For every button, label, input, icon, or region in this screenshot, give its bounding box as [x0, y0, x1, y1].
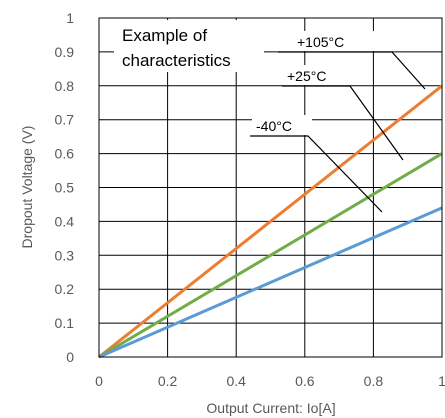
annotation-box	[114, 20, 264, 72]
plot-frame	[98, 17, 443, 358]
series-callouts: +105°C +25°C -40°C	[250, 31, 426, 213]
series-line-2	[98, 206, 443, 359]
y-tick-label: 0.1	[55, 315, 75, 331]
x-tick-label: 0.6	[295, 373, 315, 389]
x-tick-label: 0	[95, 373, 103, 389]
series-callout-leader	[250, 135, 383, 213]
y-tick-label: 0.9	[55, 44, 75, 60]
y-tick-label: 0.2	[55, 281, 75, 297]
plot-border	[98, 17, 443, 358]
y-tick-label: 0.6	[55, 146, 75, 162]
y-axis-label: Dropout Voltage (V)	[19, 126, 35, 249]
x-tick-label: 0.2	[158, 373, 178, 389]
y-tick-label: 1	[66, 10, 74, 26]
series-callout-bg	[293, 31, 409, 51]
series-line-1	[98, 152, 443, 359]
y-tick-label: 0.5	[55, 180, 75, 196]
series-line-0	[98, 84, 443, 359]
x-tick-label: 0.4	[226, 373, 246, 389]
y-tick-label: 0	[66, 349, 74, 365]
y-tick-label: 0.8	[55, 78, 75, 94]
series-label-2: -40°C	[256, 118, 292, 134]
series-label-1: +25°C	[287, 68, 326, 84]
series-callout-bg	[283, 65, 353, 85]
series-callout-bg	[252, 115, 312, 135]
annotation-line-1: Example of	[122, 26, 207, 45]
y-tick-label: 0.3	[55, 247, 75, 263]
series-lines	[98, 84, 443, 359]
x-tick-label: 1	[438, 373, 445, 389]
y-tick-label: 0.7	[55, 112, 75, 128]
series-callout-leader	[282, 85, 404, 161]
y-tick-label: 0.4	[55, 213, 75, 229]
x-tick-label: 0.8	[364, 373, 384, 389]
series-callout-leader	[278, 51, 426, 90]
annotation-line-2: characteristics	[122, 51, 231, 70]
series-label-0: +105°C	[297, 34, 344, 50]
x-axis-label: Output Current: Io[A]	[206, 400, 335, 416]
tick-labels: 0 0.2 0.4 0.6 0.8 1 0 0.1 0.2 0.3 0.4 0.5 0.6 0.7 0.8 0…	[55, 10, 445, 389]
